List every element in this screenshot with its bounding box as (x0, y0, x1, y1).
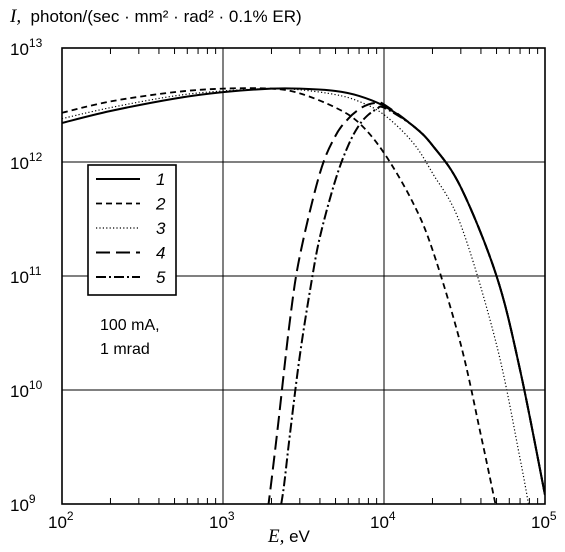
x-tick-label: 105 (531, 509, 557, 532)
x-axis-title: E, eV (268, 526, 310, 548)
x-tick-exponent: 2 (67, 509, 74, 523)
series-line-3 (62, 88, 530, 504)
y-tick-label: 1011 (10, 264, 42, 287)
annotation-line: 1 mrad (100, 341, 150, 358)
y-tick-exponent: 12 (29, 150, 43, 164)
x-tick-base: 10 (370, 513, 389, 532)
y-tick-label: 1013 (10, 36, 43, 59)
x-tick-base: 10 (531, 513, 550, 532)
y-tick-base: 10 (10, 40, 29, 59)
series-line-5 (280, 105, 545, 504)
x-tick-exponent: 3 (228, 509, 235, 523)
y-tick-exponent: 11 (29, 264, 42, 278)
y-tick-label: 109 (10, 492, 36, 515)
x-axis-unit: eV (289, 527, 310, 546)
x-axis-variable: E, (268, 526, 285, 547)
legend-label-5: 5 (156, 268, 166, 287)
y-axis-unit: photon/(sec · mm² · rad² · 0.1% ER) (30, 7, 302, 26)
y-tick-exponent: 10 (29, 378, 43, 392)
legend-label-1: 1 (156, 170, 165, 189)
tick-marks (109, 48, 539, 504)
y-tick-base: 10 (10, 496, 29, 515)
series-lines (62, 87, 545, 504)
x-tick-base: 10 (209, 513, 228, 532)
annotation: 100 mA, 1 mrad (100, 317, 160, 358)
legend-label-4: 4 (156, 244, 165, 263)
legend-label-3: 3 (156, 219, 166, 238)
legend-label-2: 2 (155, 195, 166, 214)
y-tick-exponent: 13 (29, 36, 43, 50)
y-tick-base: 10 (10, 154, 29, 173)
series-line-4 (267, 101, 545, 504)
y-tick-label: 1010 (10, 378, 43, 401)
x-tick-label: 102 (48, 509, 74, 532)
legend-box (87, 164, 177, 296)
x-tick-base: 10 (48, 513, 67, 532)
annotation-line: 100 mA, (100, 317, 160, 334)
x-tick-label: 104 (370, 509, 396, 532)
y-axis-variable: I, (10, 6, 22, 27)
x-tick-exponent: 4 (389, 509, 396, 523)
y-axis-title: I, photon/(sec · mm² · rad² · 0.1% ER) (10, 6, 302, 28)
plot-frame (61, 47, 546, 505)
y-tick-exponent: 9 (29, 492, 36, 506)
y-tick-label: 1012 (10, 150, 43, 173)
legend: 1 2 3 4 5 (87, 164, 177, 296)
x-tick-label: 103 (209, 509, 235, 532)
series-line-2 (62, 87, 497, 504)
y-tick-base: 10 (10, 382, 29, 401)
y-tick-base: 10 (10, 268, 29, 287)
x-tick-exponent: 5 (550, 509, 557, 523)
